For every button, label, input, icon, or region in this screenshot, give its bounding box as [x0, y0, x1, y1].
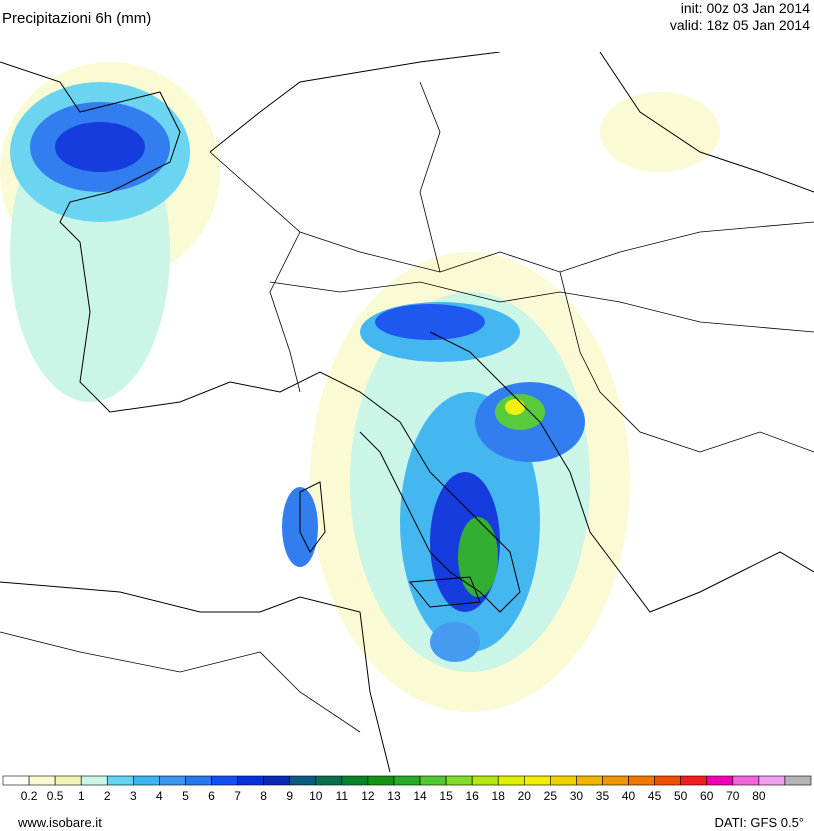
title: Precipitazioni 6h (mm) [2, 10, 152, 27]
legend-label: 1 [78, 789, 85, 803]
legend-label: 50 [674, 789, 688, 803]
legend-label: 40 [622, 789, 636, 803]
legend-swatch [211, 775, 238, 786]
legend-swatch [628, 775, 655, 786]
valid-time: valid: 18z 05 Jan 2014 [669, 17, 810, 33]
legend-label: 4 [156, 789, 163, 803]
legend-swatch [419, 775, 447, 786]
legend-label: 35 [596, 789, 610, 803]
legend-label: 15 [439, 789, 453, 803]
legend-label: 2 [104, 789, 111, 803]
legend-label: 11 [336, 789, 349, 803]
legend-label: 3 [130, 789, 137, 803]
legend-swatch [341, 775, 369, 786]
init-time: init: 00z 03 Jan 2014 [680, 0, 810, 16]
legend: 0.2 0.5 1 2 3 4 5 6 7 8 9 10 11 12 13 14 15 16 18 20 25 30 35 4… [2, 775, 812, 803]
legend-swatch [602, 775, 629, 786]
legend-swatch [784, 775, 812, 786]
legend-swatch [159, 775, 186, 786]
legend-swatch [706, 775, 734, 786]
legend-label: 18 [492, 789, 506, 803]
legend-swatch [106, 775, 134, 786]
legend-label: 6 [208, 789, 215, 803]
legend-swatch [393, 775, 421, 786]
legend-label: 60 [700, 789, 714, 803]
legend-swatch [576, 775, 603, 786]
legend-label: 7 [234, 789, 241, 803]
legend-label: 16 [465, 789, 479, 803]
legend-swatch [758, 775, 786, 786]
legend-swatch [133, 775, 160, 786]
legend-swatch [367, 775, 395, 786]
legend-label: 0.5 [47, 789, 64, 803]
legend-label: 80 [752, 789, 766, 803]
legend-label: 9 [286, 789, 293, 803]
legend-swatch [445, 775, 473, 786]
legend-swatch [471, 775, 499, 786]
borders [0, 81, 814, 733]
legend-swatch [2, 775, 30, 786]
legend-swatch [263, 775, 291, 786]
legend-label: 30 [570, 789, 584, 803]
data-source: DATI: GFS 0.5° [714, 815, 804, 830]
legend-label: 25 [544, 789, 558, 803]
precipitation-field [0, 62, 720, 712]
legend-swatch [523, 775, 551, 786]
legend-swatch [550, 775, 577, 786]
legend-label: 8 [260, 789, 267, 803]
legend-swatch [80, 775, 108, 786]
website: www.isobare.it [18, 815, 102, 830]
legend-swatch [185, 775, 212, 786]
legend-label: 12 [361, 789, 375, 803]
legend-label: 20 [518, 789, 532, 803]
legend-label: 13 [387, 789, 401, 803]
legend-label: 5 [182, 789, 189, 803]
legend-label: 45 [648, 789, 662, 803]
legend-label: 14 [413, 789, 427, 803]
legend-swatch [732, 775, 760, 786]
legend-swatch [497, 775, 525, 786]
coastlines [0, 52, 814, 772]
legend-swatch [28, 775, 56, 786]
legend-swatch [680, 775, 708, 786]
map [0, 52, 814, 772]
legend-label: 70 [726, 789, 740, 803]
legend-label: 0.2 [21, 789, 38, 803]
legend-swatch [289, 775, 317, 786]
legend-swatch [54, 775, 82, 786]
legend-swatch [315, 775, 343, 786]
legend-swatch [237, 775, 264, 786]
legend-swatch [654, 775, 681, 786]
legend-label: 10 [309, 789, 323, 803]
